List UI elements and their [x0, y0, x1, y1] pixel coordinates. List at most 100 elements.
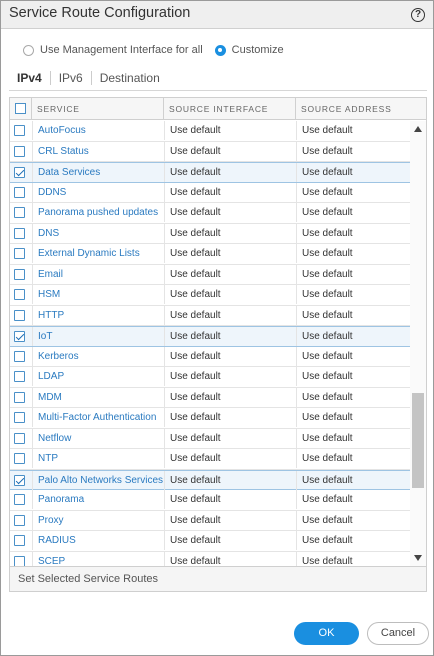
row-checkbox[interactable] — [14, 248, 25, 259]
service-name-link[interactable]: Palo Alto Networks Services — [32, 470, 164, 490]
service-name-link[interactable]: Netflow — [32, 428, 164, 448]
source-interface-cell: Use default — [164, 285, 296, 304]
column-header-source-interface[interactable]: SOURCE INTERFACE — [164, 98, 296, 120]
source-address-cell: Use default — [296, 470, 410, 490]
row-checkbox[interactable] — [14, 145, 25, 157]
table-row[interactable]: SCEP Use default Use default — [10, 551, 410, 566]
ok-button[interactable]: OK — [294, 622, 359, 645]
service-name-link[interactable]: HSM — [32, 285, 164, 304]
service-name-link[interactable]: LDAP — [32, 367, 164, 386]
radio-button-unselected-icon[interactable] — [23, 44, 34, 56]
help-icon[interactable]: ? — [411, 8, 425, 22]
row-checkbox[interactable] — [14, 514, 25, 526]
source-address-cell: Use default — [296, 551, 410, 566]
scroll-down-arrow-icon[interactable] — [414, 555, 422, 561]
tab-destination[interactable]: Destination — [99, 71, 160, 85]
table-row[interactable]: Netflow Use default Use default — [10, 428, 410, 449]
row-checkbox-checked[interactable] — [14, 167, 25, 178]
row-checkbox[interactable] — [14, 453, 25, 464]
table-row[interactable]: AutoFocus Use default Use default — [10, 121, 410, 142]
service-name-link[interactable]: Kerberos — [32, 346, 164, 366]
service-name-link[interactable]: HTTP — [32, 305, 164, 325]
row-checkbox[interactable] — [14, 268, 25, 280]
cancel-button[interactable]: Cancel — [367, 622, 429, 645]
table-scrollbar[interactable] — [410, 121, 426, 566]
table-row[interactable]: HTTP Use default Use default — [10, 305, 410, 326]
table-row[interactable]: DDNS Use default Use default — [10, 182, 410, 203]
row-checkbox[interactable] — [14, 207, 25, 218]
source-address-cell: Use default — [296, 531, 410, 550]
service-name-link[interactable]: CRL Status — [32, 141, 164, 161]
scrollbar-thumb[interactable] — [412, 393, 424, 488]
service-name-link[interactable]: Multi-Factor Authentication — [32, 408, 164, 427]
service-name-link[interactable]: External Dynamic Lists — [32, 244, 164, 263]
table-row[interactable]: Panorama Use default Use default — [10, 490, 410, 511]
scroll-up-arrow-icon[interactable] — [414, 126, 422, 132]
row-checkbox[interactable] — [14, 125, 25, 136]
service-name-link[interactable]: Panorama pushed updates — [32, 203, 164, 222]
row-checkbox[interactable] — [14, 391, 25, 403]
table-row[interactable]: MDM Use default Use default — [10, 387, 410, 408]
table-row[interactable]: NTP Use default Use default — [10, 449, 410, 470]
service-name-link[interactable]: SCEP — [32, 551, 164, 566]
service-name-link[interactable]: Email — [32, 264, 164, 284]
service-routes-table: SERVICE SOURCE INTERFACE SOURCE ADDRESS … — [9, 97, 427, 567]
row-checkbox-checked[interactable] — [14, 474, 25, 486]
set-selected-service-routes-link[interactable]: Set Selected Service Routes — [18, 573, 159, 585]
row-checkbox[interactable] — [14, 412, 25, 423]
radio-use-management[interactable]: Use Management Interface for all — [23, 44, 203, 56]
row-checkbox[interactable] — [14, 555, 25, 566]
service-name-link[interactable]: NTP — [32, 449, 164, 468]
source-address-cell: Use default — [296, 163, 410, 182]
row-checkbox-cell — [10, 224, 32, 243]
row-checkbox[interactable] — [14, 186, 25, 198]
service-name-link[interactable]: Panorama — [32, 490, 164, 509]
table-row[interactable]: External Dynamic Lists Use default Use def… — [10, 244, 410, 265]
column-header-service[interactable]: SERVICE — [32, 98, 164, 120]
service-name-link[interactable]: Data Services — [32, 163, 164, 182]
table-row[interactable]: Multi-Factor Authentication Use default Us… — [10, 408, 410, 429]
source-address-cell: Use default — [296, 449, 410, 468]
service-name-link[interactable]: RADIUS — [32, 531, 164, 550]
table-row[interactable]: Proxy Use default Use default — [10, 510, 410, 531]
table-row[interactable]: Data Services Use default Use default — [10, 162, 410, 183]
row-checkbox[interactable] — [14, 432, 25, 444]
table-row[interactable]: LDAP Use default Use default — [10, 367, 410, 388]
tab-ipv6[interactable]: IPv6 — [58, 71, 83, 85]
row-checkbox[interactable] — [14, 289, 25, 300]
table-row[interactable]: HSM Use default Use default — [10, 285, 410, 306]
column-header-source-address[interactable]: SOURCE ADDRESS — [301, 104, 392, 114]
row-checkbox-checked[interactable] — [14, 331, 25, 342]
table-footer: Set Selected Service Routes — [9, 567, 427, 592]
row-checkbox[interactable] — [14, 350, 25, 362]
row-checkbox[interactable] — [14, 227, 25, 239]
tab-ipv4[interactable]: IPv4 — [17, 71, 42, 85]
table-row[interactable]: Email Use default Use default — [10, 264, 410, 285]
source-address-cell: Use default — [296, 428, 410, 448]
service-name-link[interactable]: Proxy — [32, 510, 164, 530]
row-checkbox[interactable] — [14, 309, 25, 321]
table-row[interactable]: CRL Status Use default Use default — [10, 141, 410, 162]
row-checkbox[interactable] — [14, 494, 25, 505]
service-name-link[interactable]: MDM — [32, 387, 164, 407]
service-name-link[interactable]: IoT — [32, 327, 164, 346]
radio-customize[interactable]: Customize — [214, 44, 284, 56]
table-row[interactable]: IoT Use default Use default — [10, 326, 410, 347]
service-name-link[interactable]: DDNS — [32, 182, 164, 202]
table-row[interactable]: Palo Alto Networks Services Use default Us… — [10, 469, 410, 490]
row-checkbox-cell — [10, 449, 32, 468]
table-row[interactable]: Kerberos Use default Use default — [10, 346, 410, 367]
row-checkbox[interactable] — [14, 535, 25, 546]
service-name-link[interactable]: DNS — [32, 223, 164, 243]
table-row[interactable]: Panorama pushed updates Use default Use de… — [10, 203, 410, 224]
select-all-checkbox[interactable] — [15, 103, 26, 114]
table-row[interactable]: RADIUS Use default Use default — [10, 531, 410, 552]
radio-button-selected-icon[interactable] — [214, 44, 226, 56]
tab-bar: IPv4 IPv6 Destination — [9, 67, 427, 91]
row-checkbox[interactable] — [14, 371, 25, 382]
source-address-cell: Use default — [296, 244, 410, 263]
radio-label-use-management: Use Management Interface for all — [40, 44, 203, 56]
table-row[interactable]: DNS Use default Use default — [10, 223, 410, 244]
service-name-link[interactable]: AutoFocus — [32, 121, 164, 140]
source-interface-cell: Use default — [164, 510, 296, 530]
